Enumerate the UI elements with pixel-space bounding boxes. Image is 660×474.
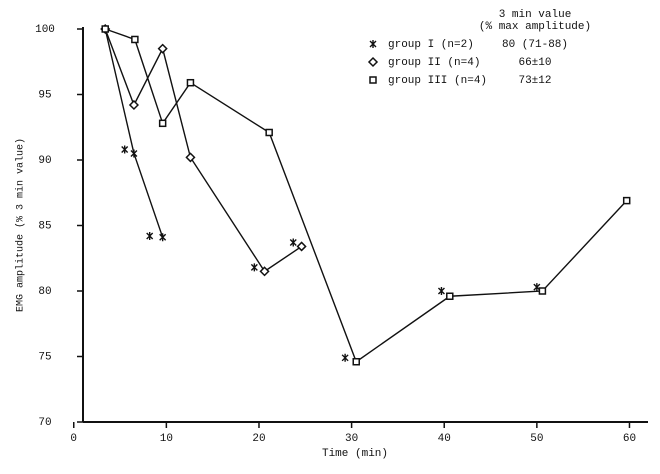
data-point [130,149,138,158]
data-point [121,145,129,154]
data-point [538,287,547,295]
series-line [104,28,302,273]
x-tick-label: 40 [438,433,451,445]
y-tick-label: 90 [38,155,51,167]
y-tick-label: 95 [38,89,51,101]
data-point [128,99,140,111]
data-point [250,263,258,272]
data-point [622,196,631,205]
data-point [158,119,167,128]
data-point [289,238,297,247]
series-line [104,28,164,238]
data-point [131,35,139,44]
data-point [437,287,445,295]
x-tick-label: 50 [530,433,543,445]
y-axis-label: EMG amplitude (% 3 min value) [15,138,27,312]
legend-marker [369,76,377,84]
legend-label: group I (n=2) [388,39,474,51]
data-point [186,78,195,87]
data-point [265,128,273,137]
x-tick-label: 0 [70,433,77,445]
legend-stat: 73±12 [518,75,551,87]
data-point [259,266,270,277]
data-point [159,233,167,242]
x-axis-label: Time (min) [322,448,388,460]
y-tick-label: 80 [38,286,51,298]
data-point [185,152,196,163]
legend-stat: 80 (71-88) [502,39,568,51]
data-point [352,357,360,366]
data-point [101,25,109,33]
y-tick-label: 70 [38,417,51,429]
data-point [146,231,154,240]
data-point [296,241,307,252]
y-tick-label: 100 [35,24,55,36]
x-tick-label: 10 [160,433,173,445]
legend-label: group III (n=4) [388,75,487,87]
data-point [341,353,349,362]
x-tick-label: 20 [252,433,265,445]
data-point [157,43,168,54]
legend-marker [369,40,377,48]
legend-header: (% max amplitude) [479,21,591,33]
y-tick-label: 75 [38,351,51,363]
x-tick-label: 30 [345,433,358,445]
legend-stat: 66±10 [518,57,551,69]
legend-label: group II (n=4) [388,57,480,69]
x-tick-label: 60 [623,433,636,445]
data-point [446,292,454,300]
y-tick-label: 85 [38,220,51,232]
legend-header: 3 min value [499,9,572,21]
legend-marker [367,56,379,68]
